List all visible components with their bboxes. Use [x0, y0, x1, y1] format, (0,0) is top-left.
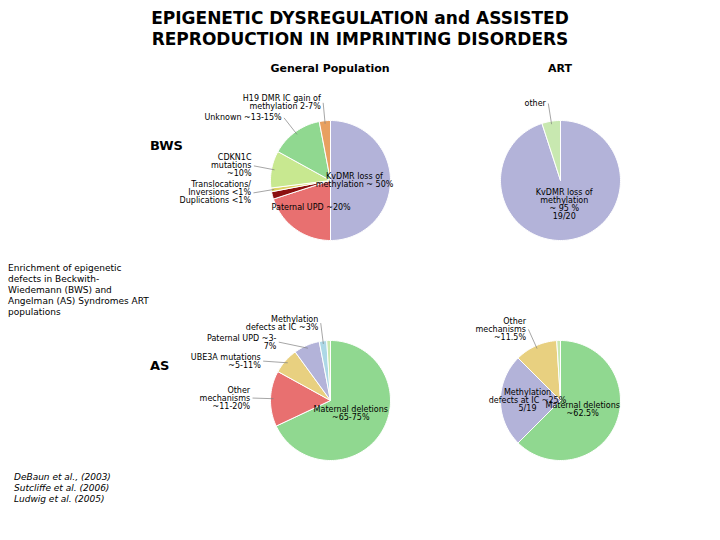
- html-text:General Population: General Population: [270, 62, 390, 75]
- svg-text:Othermechanisms~11.5%: Othermechanisms~11.5%: [475, 317, 526, 342]
- html-text:ART: ART: [548, 62, 572, 75]
- svg-text:KvDMR loss ofmethylation ~ 50%: KvDMR loss ofmethylation ~ 50%: [316, 172, 394, 189]
- html-text:DeBaun et al., (2003) Sutcliff: DeBaun et al., (2003) Sutcliffe et al. (…: [14, 472, 111, 504]
- html-text:Enrichment of epigenetic defec: Enrichment of epigenetic defects in Beck…: [8, 262, 149, 317]
- html-text:~62.5%: ~62.5%: [566, 409, 599, 419]
- svg-text:Paternal UPD ~20%: Paternal UPD ~20%: [272, 203, 352, 212]
- svg-text:Unknown ~13-15%: Unknown ~13-15%: [204, 113, 282, 122]
- svg-text:UBE3A mutations~5-11%: UBE3A mutations~5-11%: [191, 353, 261, 370]
- svg-text:Paternal UPD ~3-7%: Paternal UPD ~3-7%: [207, 334, 277, 351]
- html-text:BWS: BWS: [150, 137, 183, 153]
- svg-text:KvDMR loss ofmethylation~ 95 %: KvDMR loss ofmethylation~ 95 %19/20: [536, 188, 593, 221]
- svg-text:Methylationdefects at IC ~3%: Methylationdefects at IC ~3%: [246, 315, 319, 332]
- svg-text:H19 DMR IC gain ofmethylation: H19 DMR IC gain ofmethylation 2-7%: [243, 94, 321, 111]
- svg-text:Maternal deletions~65-75%: Maternal deletions~65-75%: [314, 405, 388, 422]
- html-text:AS: AS: [150, 357, 170, 373]
- svg-text:Translocations/Inversions <1%D: Translocations/Inversions <1%Duplication…: [180, 180, 252, 205]
- svg-text:other: other: [525, 99, 547, 108]
- html-text:Maternal deletions: Maternal deletions: [545, 401, 620, 411]
- svg-text:Methylationdefects at IC ~25%5: Methylationdefects at IC ~25%5/19: [489, 388, 567, 413]
- html-text:EPIGENETIC DYSREGULATION and A: EPIGENETIC DYSREGULATION and ASSISTED RE…: [151, 8, 569, 49]
- svg-text:Othermechanisms~11-20%: Othermechanisms~11-20%: [200, 386, 251, 411]
- svg-text:CDKN1Cmutations~10%: CDKN1Cmutations~10%: [211, 153, 252, 178]
